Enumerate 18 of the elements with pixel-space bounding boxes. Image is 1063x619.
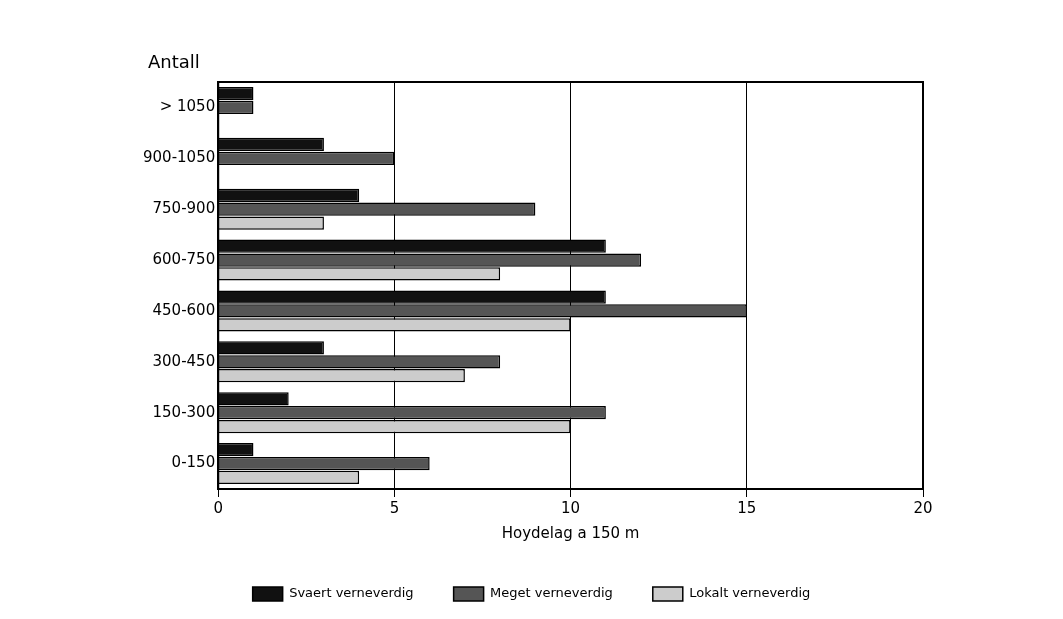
y-tick-label: 450-600 — [152, 300, 216, 319]
legend-label: Meget verneverdig — [490, 585, 613, 601]
y-axis-title: Antall — [148, 50, 200, 72]
x-tick-label: 10 — [561, 498, 581, 517]
x-tick-label: 0 — [213, 498, 223, 517]
y-tick-label: 150-300 — [152, 402, 216, 421]
y-tick-label: 750-900 — [152, 199, 216, 218]
y-tick-label: 600-750 — [152, 249, 216, 268]
y-tick-label: 900-1050 — [143, 148, 216, 167]
legend-label: Lokalt verneverdig — [689, 585, 811, 601]
y-tick-label: > 1050 — [159, 97, 216, 116]
x-tick-label: 5 — [389, 498, 400, 517]
x-tick-label: 20 — [913, 498, 933, 517]
y-tick-label: 300-450 — [152, 351, 216, 370]
y-tick-label: 0-150 — [171, 453, 216, 472]
x-axis-title: Hoydelag a 150 m — [501, 523, 640, 542]
legend-label: Svaert verneverdig — [289, 585, 414, 601]
x-tick-label: 15 — [737, 498, 757, 517]
